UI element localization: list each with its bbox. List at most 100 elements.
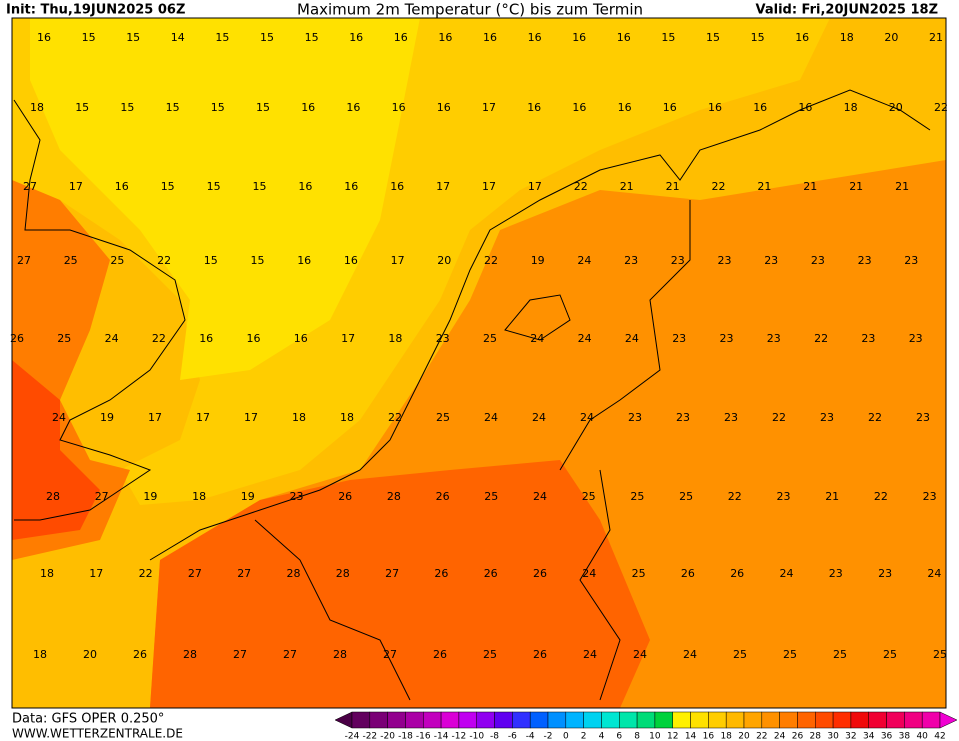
temperature-value: 21	[620, 180, 634, 193]
temperature-value: 18	[388, 332, 402, 345]
temperature-value: 23	[290, 490, 304, 503]
temperature-value: 25	[933, 648, 947, 661]
legend-label: -4	[526, 732, 535, 741]
temperature-value: 16	[344, 180, 358, 193]
temperature-value: 16	[617, 31, 631, 44]
legend-swatch	[565, 711, 584, 729]
legend-label: -6	[508, 732, 517, 741]
temperature-value: 21	[666, 180, 680, 193]
temperature-value: 21	[803, 180, 817, 193]
temperature-value: 16	[753, 101, 767, 114]
temperature-value: 25	[483, 332, 497, 345]
temperature-value: 26	[533, 567, 547, 580]
data-source: Data: GFS OPER 0.250°	[12, 712, 164, 727]
legend-label: 16	[703, 732, 715, 741]
temperature-value: 22	[484, 254, 498, 267]
temperature-value: 23	[724, 411, 738, 424]
legend-swatch	[725, 711, 745, 729]
legend-swatch	[619, 711, 638, 729]
legend-label: 10	[649, 732, 661, 741]
temperature-value: 15	[82, 31, 96, 44]
temperature-value: 17	[89, 567, 103, 580]
legend-label: -22	[362, 732, 377, 741]
legend-swatch	[904, 711, 923, 729]
temperature-value: 25	[484, 490, 498, 503]
temperature-value: 27	[23, 180, 37, 193]
legend-swatch	[797, 711, 816, 729]
temperature-value: 16	[708, 101, 722, 114]
temperature-value: 23	[923, 490, 937, 503]
temperature-value: 16	[394, 31, 408, 44]
legend-label: 0	[563, 732, 569, 741]
temperature-value: 27	[385, 567, 399, 580]
legend-label: 42	[934, 732, 945, 741]
legend-label: -2	[544, 732, 553, 741]
temperature-value: 16	[798, 101, 812, 114]
valid-time: Valid: Fri,20JUN2025 18Z	[755, 3, 938, 18]
temperature-value: 17	[148, 411, 162, 424]
temperature-value: 21	[929, 31, 943, 44]
temperature-value: 16	[663, 101, 677, 114]
temperature-value: 18	[33, 648, 47, 661]
legend-swatch	[832, 711, 852, 729]
legend-label: 2	[581, 732, 587, 741]
temperature-value: 23	[909, 332, 923, 345]
legend-label: 26	[792, 732, 804, 741]
temperature-value: 27	[233, 648, 247, 661]
temperature-value: 23	[676, 411, 690, 424]
temperature-value: 26	[730, 567, 744, 580]
legend-swatch	[672, 711, 691, 729]
temperature-value: 21	[825, 490, 839, 503]
lake-ijssel	[504, 294, 571, 341]
temperature-value: 20	[437, 254, 451, 267]
temperature-value: 24	[633, 648, 647, 661]
temperature-value: 24	[580, 411, 594, 424]
legend-label: -14	[434, 732, 449, 741]
temperature-value: 15	[207, 180, 221, 193]
legend-swatch	[868, 711, 887, 729]
temperature-value: 18	[30, 101, 44, 114]
temperature-value: 23	[764, 254, 778, 267]
temperature-value: 17	[244, 411, 258, 424]
legend-swatch	[529, 711, 549, 729]
temperature-value: 15	[253, 180, 267, 193]
temperature-value: 23	[672, 332, 686, 345]
temperature-value: 26	[436, 490, 450, 503]
temperature-value: 24	[105, 332, 119, 345]
temperature-value: 17	[482, 101, 496, 114]
temperature-value: 16	[199, 332, 213, 345]
temperature-value: 23	[777, 490, 791, 503]
temperature-value: 23	[720, 332, 734, 345]
temperature-value: 23	[858, 254, 872, 267]
temperature-value: 24	[780, 567, 794, 580]
coastline-continent	[149, 89, 931, 561]
legend-label: 12	[667, 732, 678, 741]
init-time: Init: Thu,19JUN2025 06Z	[6, 3, 185, 18]
temperature-value: 25	[582, 490, 596, 503]
legend-label: -12	[452, 732, 467, 741]
temperature-value: 15	[251, 254, 265, 267]
temperature-value: 18	[292, 411, 306, 424]
legend-label: 18	[720, 732, 732, 741]
temperature-value: 22	[157, 254, 171, 267]
temperature-value: 16	[528, 31, 542, 44]
temperature-value: 27	[283, 648, 297, 661]
temperature-value: 15	[260, 31, 274, 44]
temperature-value: 25	[679, 490, 693, 503]
temperature-value: 22	[814, 332, 828, 345]
temperature-value: 16	[301, 101, 315, 114]
legend-label: 20	[738, 732, 750, 741]
temperature-value: 15	[75, 101, 89, 114]
temperature-value: 23	[628, 411, 642, 424]
temperature-value: 25	[733, 648, 747, 661]
temperature-value: 23	[436, 332, 450, 345]
land-hot-zone	[150, 460, 650, 708]
temperature-value: 25	[436, 411, 450, 424]
temperature-value: 22	[772, 411, 786, 424]
temperature-value: 16	[37, 31, 51, 44]
temperature-value: 27	[237, 567, 251, 580]
temperature-value: 17	[69, 180, 83, 193]
temperature-value: 17	[341, 332, 355, 345]
temperature-value: 16	[483, 31, 497, 44]
temperature-value: 16	[527, 101, 541, 114]
